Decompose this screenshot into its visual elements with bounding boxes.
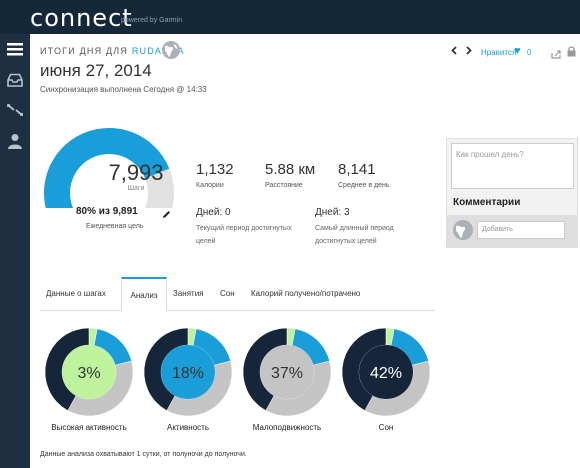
chevron-left-icon [451, 46, 457, 55]
profile-button[interactable] [0, 126, 30, 156]
add-comment-input[interactable]: Добавить [477, 221, 565, 239]
inbox-icon [7, 73, 23, 87]
connections-button[interactable] [0, 95, 30, 125]
stat-value: 1,132 [196, 161, 234, 178]
current-streak: Дней: 0 Текущий период достигнутых целей [196, 207, 306, 248]
main-content: ИТОГИ ДНЯ ДЛЯ RUDANNA июня 27, 2014 Синх… [30, 34, 580, 468]
page-title: ИТОГИ ДНЯ ДЛЯ RUDANNA [40, 46, 185, 56]
user-avatar[interactable] [162, 41, 180, 59]
top-bar: connect powered by Garmin [0, 0, 580, 34]
donut-center [161, 345, 215, 399]
sync-status: Синхронизация выполнена Сегодня @ 14:33 [40, 85, 207, 94]
title-prefix: ИТОГИ ДНЯ ДЛЯ [40, 46, 129, 56]
commenter-avatar [453, 220, 473, 240]
donut-sedentary: 37% [242, 327, 332, 417]
analysis-footnote: Данные анализа охватывают 1 сутки, от по… [40, 451, 247, 458]
goal-label: Ежедневная цель [86, 223, 144, 230]
next-day-button[interactable] [466, 46, 472, 58]
lock-icon [567, 46, 576, 57]
donut-label: Сон [378, 423, 394, 432]
connect-logo[interactable]: connect [30, 4, 133, 32]
donut-label: Малоподвижность [252, 423, 322, 432]
steps-label: Шаги [127, 185, 145, 192]
stat-label: Среднее в день [338, 182, 390, 189]
privacy-button[interactable] [567, 44, 576, 62]
edit-goal-button[interactable] [162, 206, 171, 224]
donut-center [260, 345, 314, 399]
stat-calories: 1,132 Калории [196, 161, 234, 189]
username-link[interactable]: RUDANNA [131, 46, 185, 56]
stat-label: Калории [196, 182, 224, 189]
add-comment-row: Добавить [447, 215, 577, 247]
like-button[interactable]: Нравится [481, 48, 517, 57]
analysis-tabs: Данные о шагах Анализ Занятия Сон Калори… [40, 277, 435, 312]
streak-value: Дней: 0 [196, 207, 231, 218]
tab-step-data[interactable]: Данные о шагах [46, 289, 106, 298]
donut-center [62, 345, 116, 399]
day-comment-input[interactable]: Как прошел день? [451, 143, 574, 189]
donut-sleep: 42% [341, 327, 431, 417]
share-button[interactable] [551, 46, 561, 64]
chevron-right-icon [466, 46, 472, 55]
steps-gauge [44, 128, 174, 208]
donut-activity: 18% [143, 327, 233, 417]
streak-label: Текущий период достигнутых целей [196, 225, 292, 245]
share-icon [551, 50, 561, 59]
longest-streak: Дней: 3 Самый длинный период достигнутых… [315, 207, 425, 248]
connections-icon [7, 104, 23, 116]
heart-icon: ♥ [514, 45, 521, 57]
profile-icon [8, 134, 22, 149]
comments-panel: Как прошел день? Комментарии Добавить [446, 138, 578, 248]
donut-percent: 42% [370, 365, 402, 382]
tab-sleep[interactable]: Сон [220, 289, 235, 298]
stat-average: 8,141 Среднее в день [338, 161, 390, 189]
streak-label: Самый длинный период достигнутых целей [315, 225, 394, 245]
pencil-icon [163, 211, 170, 218]
gauge-progress [44, 128, 170, 208]
donut-center [359, 345, 413, 399]
inbox-button[interactable] [0, 65, 30, 95]
donut-high-activity: 3% [44, 327, 134, 417]
globe-icon [453, 220, 473, 240]
tab-analysis[interactable]: Анализ [121, 277, 167, 312]
menu-button[interactable] [0, 34, 30, 64]
tab-activities[interactable]: Занятия [173, 289, 204, 298]
powered-by-garmin: powered by Garmin [121, 17, 183, 24]
stat-value: 5.88 км [265, 161, 316, 178]
prev-day-button[interactable] [451, 46, 457, 58]
donut-label: Активность [166, 423, 209, 432]
donut-percent: 37% [271, 365, 303, 382]
donut-percent: 3% [77, 365, 100, 382]
streak-value: Дней: 3 [315, 207, 350, 218]
sidebar [0, 34, 30, 468]
like-count: 0 [527, 48, 532, 57]
stat-label: Расстояние [265, 182, 303, 189]
tab-calories[interactable]: Калорий получено/потрачено [251, 289, 361, 298]
goal-progress: 80% из 9,891 [76, 206, 138, 217]
menu-icon [7, 43, 23, 56]
globe-icon [162, 41, 180, 59]
stat-distance: 5.88 км Расстояние [265, 161, 315, 189]
stat-value: 8,141 [338, 161, 376, 178]
steps-value: 7,993 [108, 160, 164, 185]
donut-label: Высокая активность [51, 423, 127, 432]
donut-percent: 18% [172, 365, 204, 382]
comments-title: Комментарии [453, 197, 521, 208]
summary-date: июня 27, 2014 [40, 61, 152, 80]
